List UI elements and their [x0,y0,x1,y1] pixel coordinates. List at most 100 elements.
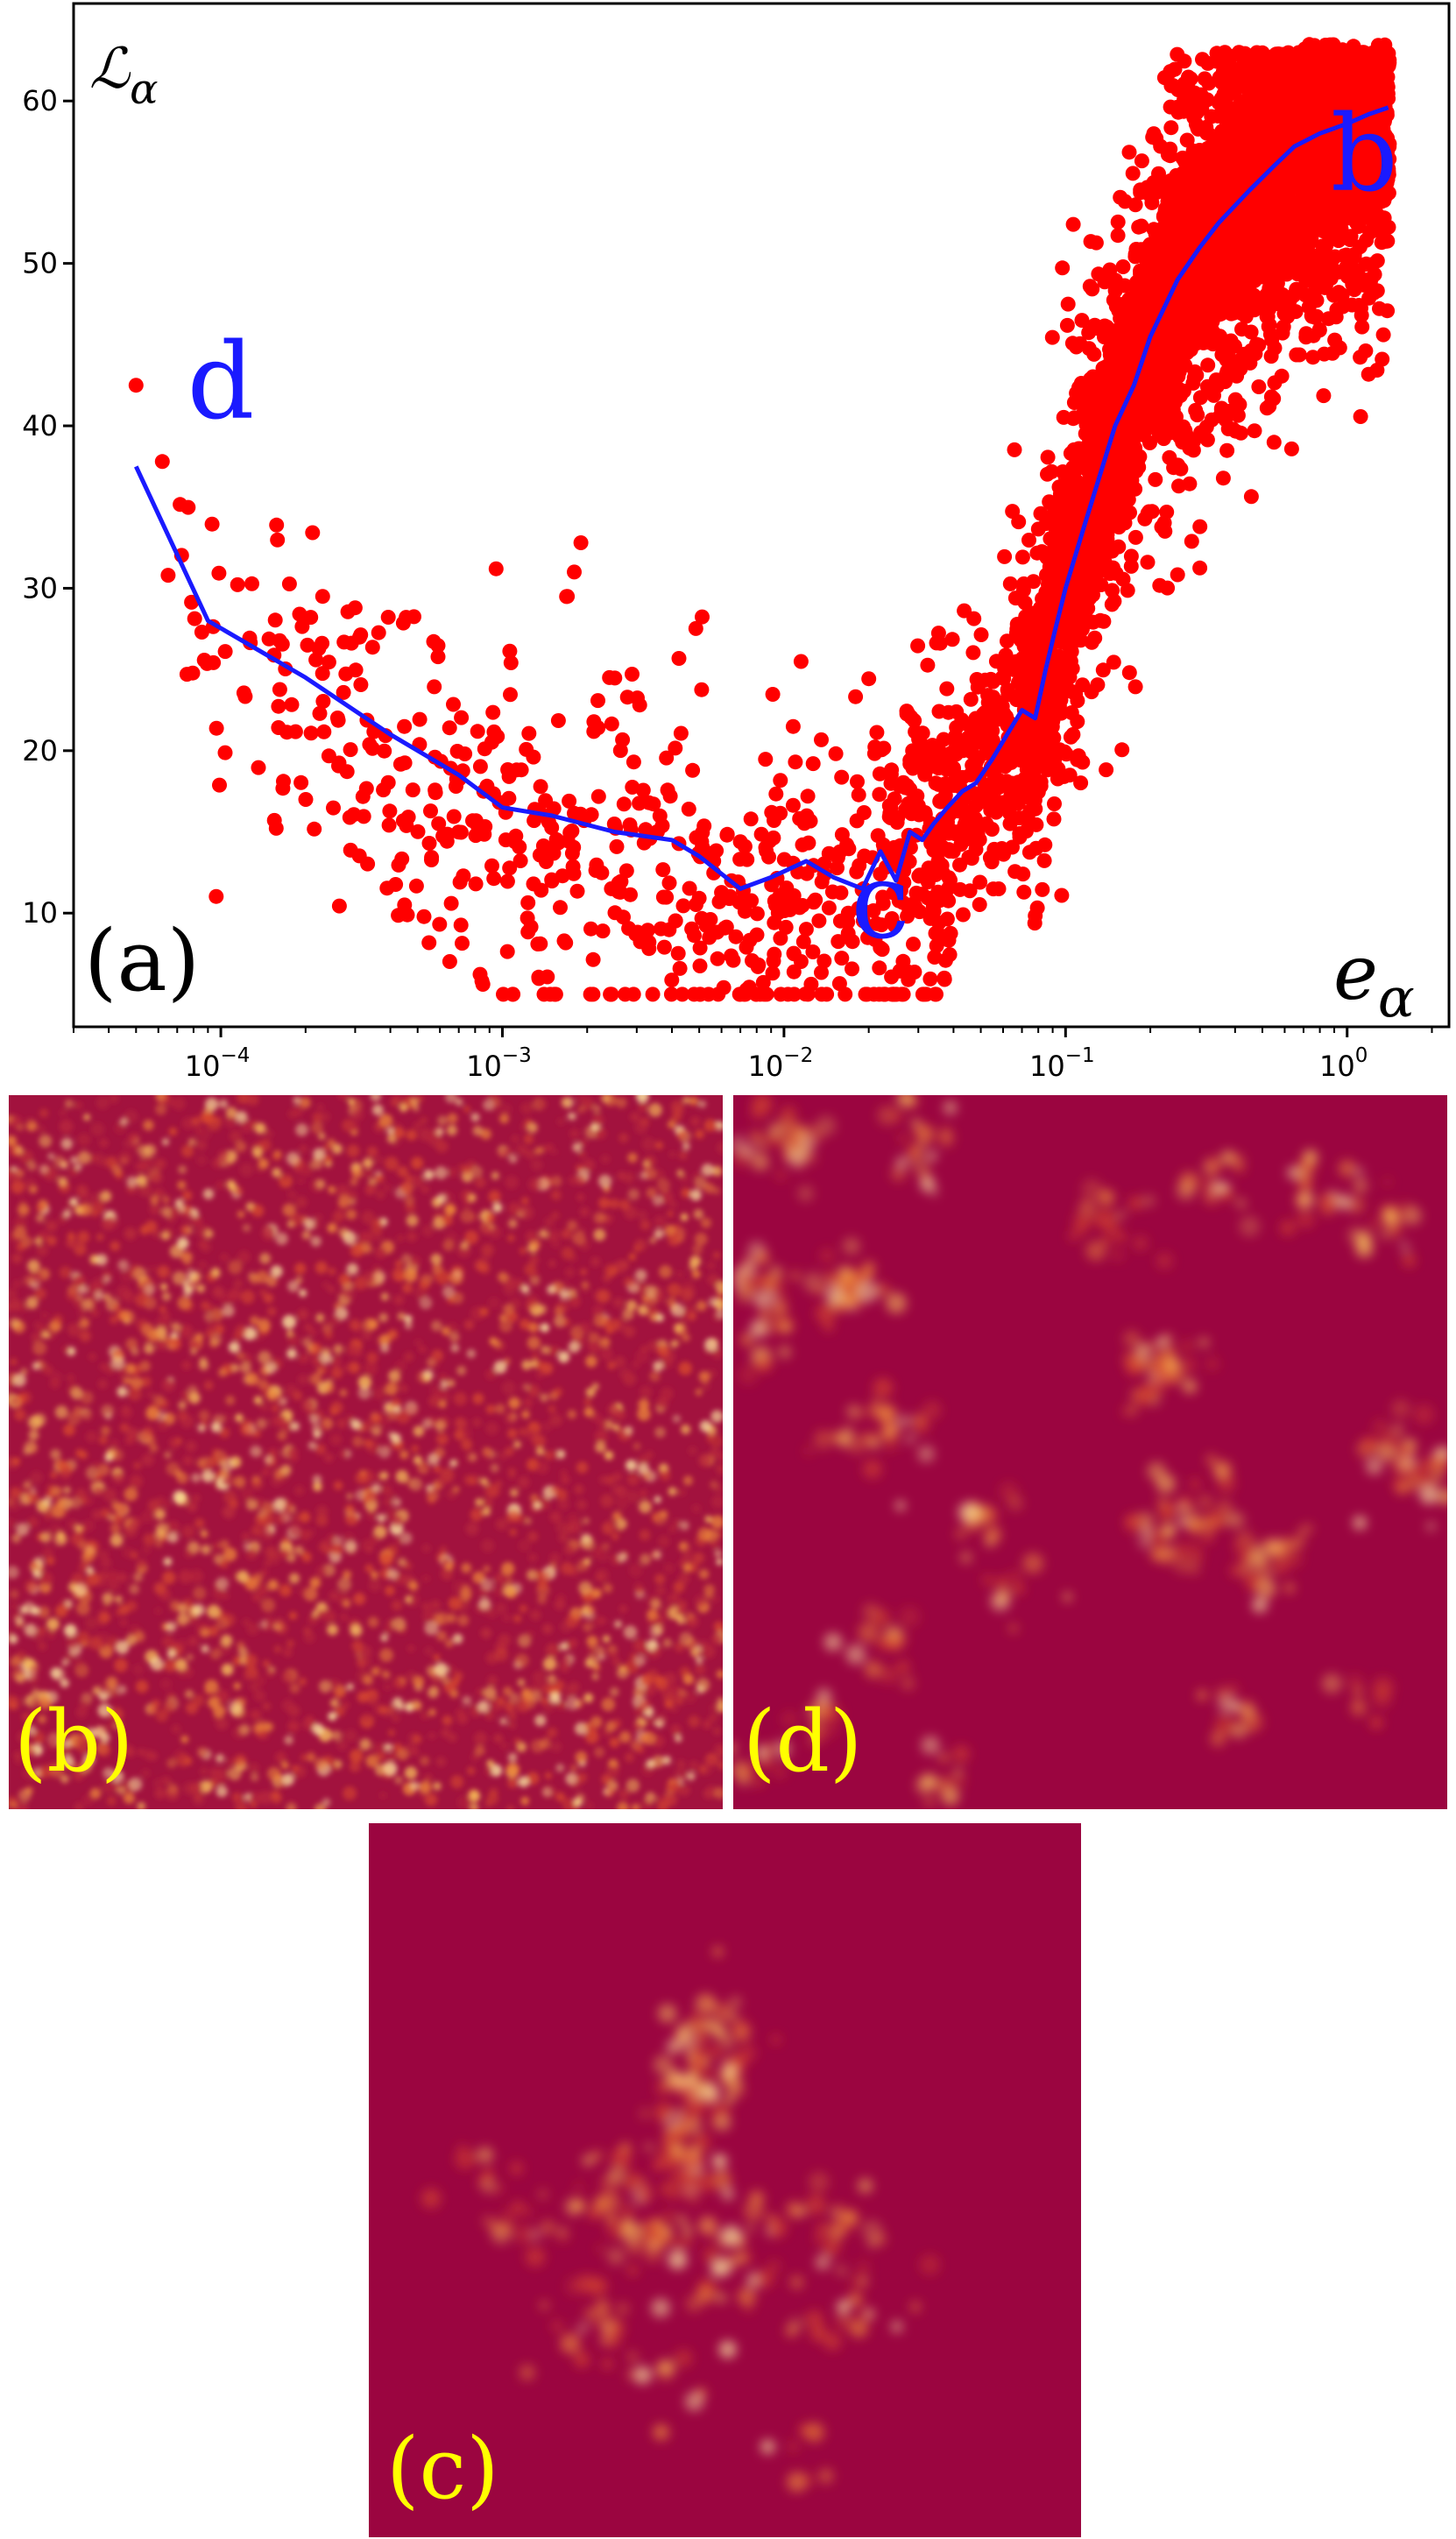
scatter-point [336,684,351,700]
scatter-point [308,652,324,668]
scatter-point [703,912,718,927]
scatter-point [722,888,738,904]
scatter-point [811,913,827,929]
scatter-point [884,762,900,778]
scatter-point [828,746,844,761]
scatter-point [424,850,440,866]
scatter-point [1243,324,1259,340]
scatter-point [1305,350,1321,365]
scatter-point [866,987,882,1002]
scatter-point [668,740,683,756]
scatter-point [454,710,470,725]
scatter-point [900,909,915,924]
scatter-point [921,860,937,876]
scatter-point [988,654,1004,669]
scatter-point [212,777,227,793]
scatter-point [1170,46,1185,62]
scatter-point [901,706,916,722]
scatter-point [917,805,933,820]
scatter-point [1059,317,1075,333]
scatter-point [767,893,782,909]
scatter-point [1015,866,1031,882]
scatter-point [1186,370,1202,385]
scatter-point [230,576,245,592]
scatter-point [662,789,678,804]
scatter-point [204,516,220,532]
scatter-point [1362,88,1378,103]
scatter-point [898,802,914,817]
scatter-point [343,742,358,758]
scatter-point [1335,299,1351,315]
scatter-point [509,762,525,778]
scatter-point [1298,216,1314,232]
scatter-point [1088,321,1104,336]
scatter-point [750,958,766,974]
scatter-point [773,930,788,946]
scatter-point [980,782,996,798]
scatter-point [1358,343,1374,358]
scatter-point [932,793,948,809]
scatter-point [953,837,969,852]
scatter-point [873,940,888,956]
scatter-point [342,810,357,825]
scatter-point [944,632,960,647]
scatter-point [611,875,626,891]
scatter-point [1127,529,1143,545]
scatter-point [709,843,724,859]
scatter-point [728,929,744,944]
scatter-point [1262,317,1277,333]
scatter-point [841,841,857,857]
scatter-point [287,724,303,739]
scatter-point [1195,52,1210,67]
scatter-point [994,698,1010,714]
scatter-point [814,732,829,747]
scatter-point [848,689,864,704]
scatter-point [187,611,202,626]
scatter-point [765,687,781,702]
scatter-point [692,940,708,956]
scatter-point [1264,332,1280,348]
scatter-point [217,745,233,760]
scatter-point [531,971,547,987]
scatter-point [1361,366,1376,382]
scatter-point [766,830,781,845]
scatter-point [356,809,371,824]
scatter-point [1215,470,1231,486]
scatter-point [632,697,647,713]
scatter-point [830,934,846,950]
scatter-point [194,625,209,640]
scatter-point [519,741,534,757]
scatter-point [1117,278,1133,294]
scatter-point [284,697,300,712]
scatter-point [1221,403,1237,419]
scatter-point [261,631,277,647]
scatter-point [1354,308,1369,323]
scatter-point [1316,388,1332,404]
scatter-point [275,781,291,796]
scatter-point [1289,347,1304,363]
scatter-point [1127,679,1143,695]
scatter-point [1219,442,1235,458]
scatter-point [1328,229,1344,244]
scatter-point [585,987,601,1002]
scatter-point [595,923,611,939]
scatter-point [315,694,331,709]
scatter-point [996,670,1012,686]
scatter-point [1375,351,1390,367]
scatter-point [886,885,901,901]
scatter-point [801,835,816,851]
scatter-point [952,773,967,789]
scatter-point [685,762,701,778]
scatter-point [292,606,307,622]
scatter-point [428,785,443,801]
scatter-point [984,854,1000,870]
scatter-point [977,794,993,810]
scatter-point [855,913,871,929]
scatter-point [1028,817,1044,832]
scatter-point [446,697,461,712]
scatter-point [315,666,330,682]
scatter-point [588,863,604,878]
scatter-point [1005,504,1021,520]
scatter-point [377,743,392,759]
scatter-point [1003,788,1019,803]
